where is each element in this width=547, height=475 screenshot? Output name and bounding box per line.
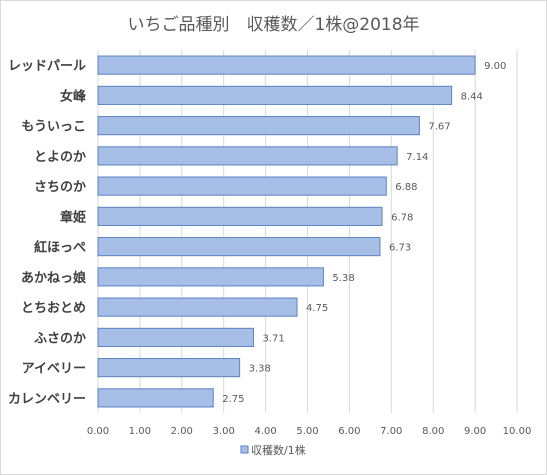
bar [97, 327, 254, 347]
x-tick-label: 8.00 [422, 426, 444, 437]
x-tick-label: 7.00 [380, 426, 402, 437]
data-label: 6.88 [395, 182, 417, 193]
x-tick-label: 0.00 [87, 426, 109, 437]
category-label: アイベリー [22, 362, 86, 377]
x-tick-label: 10.00 [503, 426, 532, 437]
data-label: 3.38 [249, 364, 271, 375]
x-tick-label: 4.00 [254, 426, 276, 437]
category-label: ふさのか [34, 331, 86, 346]
category-label: あかねっ娘 [21, 270, 87, 286]
data-label: 6.78 [391, 212, 413, 223]
x-tick-label: 1.00 [129, 426, 151, 437]
x-tick-label: 9.00 [464, 426, 486, 437]
data-label: 6.73 [389, 243, 411, 254]
bar [97, 267, 324, 287]
category-label: とよのか [34, 150, 86, 165]
bar [97, 297, 298, 317]
data-label: 4.75 [306, 303, 328, 314]
x-tick-label: 6.00 [338, 426, 360, 437]
x-tick-label: 2.00 [171, 426, 193, 437]
legend-label: 収穫数/1株 [251, 443, 306, 457]
category-label: もういっこ [21, 120, 86, 135]
bar [97, 237, 381, 257]
category-label: レッドパール [8, 59, 86, 74]
bar [97, 388, 214, 408]
bar [97, 176, 387, 196]
category-label: とちおとめ [21, 301, 86, 316]
legend-key [240, 445, 249, 454]
category-label: さちのか [34, 180, 86, 195]
x-tick-label: 5.00 [296, 426, 318, 437]
data-label: 7.67 [428, 122, 450, 133]
bar [97, 85, 453, 105]
data-label: 7.14 [406, 152, 428, 163]
bar [97, 358, 241, 378]
bar [97, 116, 420, 136]
category-label: 紅ほっぺ [34, 240, 86, 256]
category-label: 女峰 [60, 88, 87, 104]
bar [97, 206, 383, 226]
data-label: 5.38 [332, 273, 354, 284]
data-label: 3.71 [262, 333, 284, 344]
bar [97, 55, 476, 75]
bar [97, 146, 398, 166]
data-label: 2.75 [222, 394, 244, 405]
category-label: カレンベリー [8, 392, 86, 407]
category-label: 章姫 [60, 209, 86, 225]
data-label: 9.00 [484, 61, 506, 72]
chart-title: いちご品種別 収穫数／1株@2018年 [127, 15, 420, 35]
data-label: 8.44 [461, 91, 483, 102]
x-tick-label: 3.00 [213, 426, 235, 437]
